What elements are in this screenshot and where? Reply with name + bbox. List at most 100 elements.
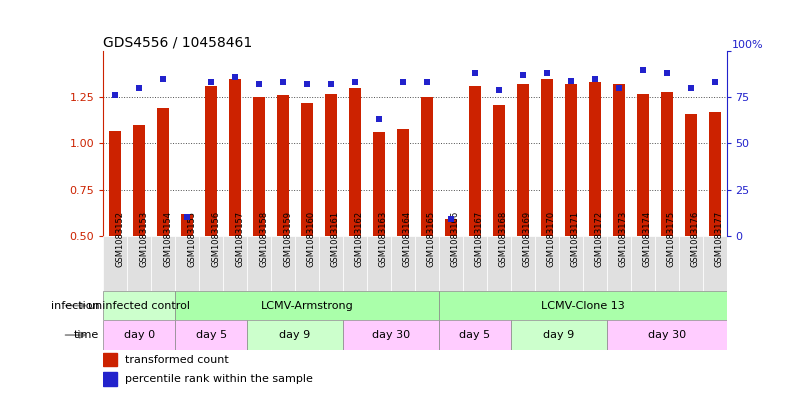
Bar bbox=[253, 97, 265, 236]
Text: GSM1083171: GSM1083171 bbox=[571, 211, 580, 266]
Point bbox=[468, 70, 481, 76]
Bar bbox=[637, 94, 649, 236]
Bar bbox=[511, 320, 607, 350]
Text: day 0: day 0 bbox=[124, 330, 155, 340]
Point bbox=[396, 79, 409, 86]
Bar bbox=[271, 236, 295, 291]
Text: GSM1083168: GSM1083168 bbox=[499, 210, 508, 267]
Bar bbox=[654, 236, 679, 291]
Text: day 5: day 5 bbox=[195, 330, 226, 340]
Bar bbox=[319, 236, 343, 291]
Text: GSM1083157: GSM1083157 bbox=[235, 211, 244, 266]
Bar bbox=[223, 236, 247, 291]
Point bbox=[445, 216, 457, 222]
Bar bbox=[661, 92, 673, 236]
Bar bbox=[157, 108, 169, 236]
Point bbox=[349, 79, 361, 86]
Bar bbox=[679, 236, 703, 291]
Bar bbox=[127, 236, 151, 291]
Text: GSM1083164: GSM1083164 bbox=[403, 211, 412, 266]
Point bbox=[276, 79, 289, 86]
Bar bbox=[607, 236, 630, 291]
Bar bbox=[613, 84, 625, 236]
Point bbox=[684, 85, 697, 91]
Bar bbox=[110, 130, 121, 236]
Text: GSM1083156: GSM1083156 bbox=[211, 211, 220, 266]
Point bbox=[612, 85, 625, 91]
Bar bbox=[487, 236, 511, 291]
Text: day 9: day 9 bbox=[543, 330, 574, 340]
Bar bbox=[229, 79, 241, 236]
Bar bbox=[684, 114, 696, 236]
Point bbox=[133, 85, 145, 91]
Text: LCMV-Armstrong: LCMV-Armstrong bbox=[260, 301, 353, 310]
Point bbox=[229, 74, 241, 80]
Bar bbox=[103, 320, 175, 350]
Bar bbox=[343, 320, 439, 350]
Text: GSM1083173: GSM1083173 bbox=[619, 210, 627, 267]
Point bbox=[661, 70, 673, 76]
Text: GSM1083158: GSM1083158 bbox=[259, 211, 268, 266]
Text: GSM1083172: GSM1083172 bbox=[595, 211, 603, 266]
Point bbox=[588, 75, 601, 82]
Bar bbox=[247, 236, 271, 291]
Point bbox=[421, 79, 434, 86]
Bar bbox=[703, 236, 727, 291]
Bar bbox=[373, 132, 385, 236]
Text: GSM1083177: GSM1083177 bbox=[715, 210, 723, 267]
Text: GSM1083152: GSM1083152 bbox=[115, 211, 124, 266]
Text: GSM1083154: GSM1083154 bbox=[163, 211, 172, 266]
Bar bbox=[199, 236, 223, 291]
Text: GSM1083169: GSM1083169 bbox=[522, 211, 532, 266]
Text: GSM1083159: GSM1083159 bbox=[283, 211, 292, 266]
Bar bbox=[181, 214, 193, 236]
Point bbox=[565, 77, 577, 84]
Bar bbox=[151, 236, 175, 291]
Text: GSM1083165: GSM1083165 bbox=[427, 211, 436, 266]
Bar bbox=[175, 320, 247, 350]
Bar bbox=[397, 129, 409, 236]
Text: day 30: day 30 bbox=[372, 330, 410, 340]
Bar bbox=[103, 291, 175, 320]
Bar bbox=[103, 353, 117, 366]
Point bbox=[156, 75, 169, 82]
Text: infection: infection bbox=[51, 301, 99, 310]
Bar bbox=[463, 236, 487, 291]
Point bbox=[708, 79, 721, 86]
Bar bbox=[349, 88, 361, 236]
Text: GSM1083167: GSM1083167 bbox=[475, 210, 484, 267]
Bar bbox=[468, 86, 481, 236]
Bar bbox=[493, 105, 505, 236]
Bar bbox=[565, 84, 576, 236]
Bar bbox=[103, 372, 117, 386]
Point bbox=[181, 214, 194, 220]
Text: GSM1083161: GSM1083161 bbox=[331, 211, 340, 266]
Bar bbox=[439, 236, 463, 291]
Text: GSM1083174: GSM1083174 bbox=[642, 211, 652, 266]
Point bbox=[252, 81, 265, 88]
Point bbox=[492, 87, 505, 93]
Bar bbox=[541, 79, 553, 236]
Text: GDS4556 / 10458461: GDS4556 / 10458461 bbox=[103, 36, 252, 50]
Point bbox=[516, 72, 529, 78]
Text: transformed count: transformed count bbox=[125, 354, 229, 365]
Text: LCMV-Clone 13: LCMV-Clone 13 bbox=[541, 301, 625, 310]
Bar bbox=[277, 95, 289, 236]
Point bbox=[325, 81, 337, 88]
Bar bbox=[511, 236, 534, 291]
Bar bbox=[630, 236, 654, 291]
Point bbox=[636, 66, 649, 73]
Bar bbox=[559, 236, 583, 291]
Bar bbox=[103, 236, 127, 291]
Bar bbox=[421, 97, 433, 236]
Bar bbox=[439, 291, 727, 320]
Text: day 9: day 9 bbox=[279, 330, 310, 340]
Text: 100%: 100% bbox=[732, 40, 764, 50]
Bar bbox=[367, 236, 391, 291]
Bar bbox=[439, 320, 511, 350]
Text: uninfected control: uninfected control bbox=[88, 301, 191, 310]
Text: GSM1083176: GSM1083176 bbox=[691, 210, 700, 267]
Text: GSM1083155: GSM1083155 bbox=[187, 211, 196, 266]
Point bbox=[372, 116, 385, 123]
Bar bbox=[391, 236, 414, 291]
